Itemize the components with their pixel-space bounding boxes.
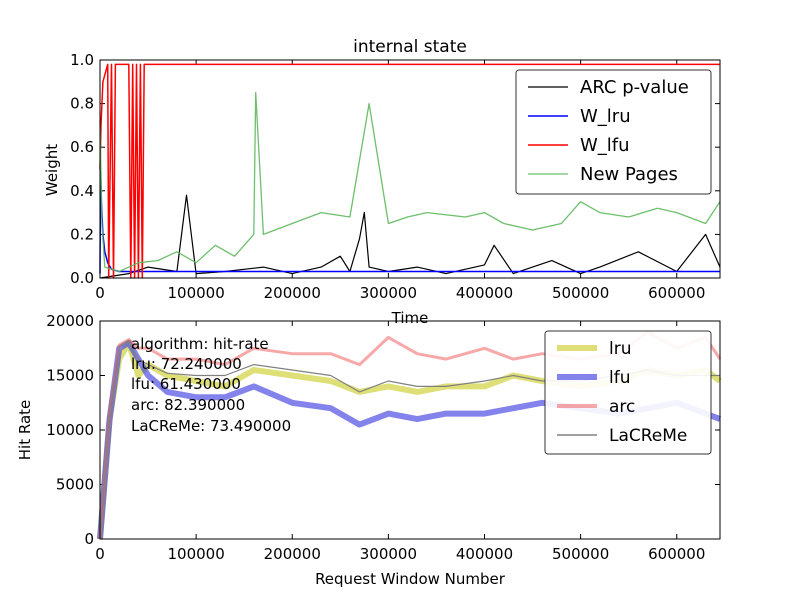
y-tick-label: 0.4 [70,182,94,200]
y-tick-label: 20000 [46,312,94,330]
y-axis-label: Hit Rate [16,400,34,461]
y-axis-label: Weight [43,144,61,196]
x-axis-label: Time [391,309,429,327]
annotation-header: algorithm: hit-rate [131,335,269,353]
x-tick-label: 600000 [648,284,705,302]
legend-label: New Pages [580,164,678,185]
legend: ARC p-value W_lru W_lfu New Pages [515,69,712,195]
x-axis-label: Request Window Number [315,570,506,588]
legend-label: lru [609,339,632,359]
legend-label: lfu [609,368,630,388]
x-tick-label: 200000 [264,545,321,563]
y-tick-label: 0.0 [70,269,94,287]
series-line-new-pages [99,92,721,273]
y-tick-label: 15000 [46,367,94,385]
x-tick-label: 300000 [360,545,417,563]
y-tick-label: 10000 [46,421,94,439]
y-tick-label: 0.2 [70,225,94,243]
axis-ticks: 0 100000 200000 300000 400000 500000 600000 0 50… [46,312,720,563]
internal-state-plot: internal state Time Weight 0 100000 200000… [43,37,721,327]
legend-label: ARC p-value [580,77,689,98]
series-lines [99,63,721,279]
x-tick-label: 400000 [456,284,513,302]
y-tick-label: 5000 [56,476,94,494]
chart-title: internal state [353,37,467,57]
legend: lru lfu arc LaCReMe [544,330,712,455]
legend-label: arc [609,397,635,417]
series-line-arc-p-value [99,194,721,279]
y-tick-label: 0.8 [70,95,94,113]
legend-box [544,330,712,455]
plot-frame [99,320,721,540]
annotation-line: arc: 82.390000 [131,396,245,414]
axis-ticks: 0 100000 200000 300000 400000 500000 600000 0.0… [70,51,720,302]
series-line-w-lfu [99,63,720,279]
x-tick-label: 500000 [552,284,609,302]
hit-rate-annotation: algorithm: hit-rate lru: 72.240000 lfu: … [131,335,291,435]
plot-frame [99,59,721,279]
x-tick-label: 200000 [264,284,321,302]
y-tick-label: 0 [84,530,94,548]
legend-label: LaCReMe [609,426,687,446]
hit-rate-plot: Request Window Number Hit Rate 0 100000 20… [16,312,722,588]
x-tick-label: 100000 [167,284,224,302]
x-tick-label: 0 [95,545,105,563]
legend-label: W_lru [580,106,631,127]
y-tick-label: 1.0 [70,51,94,69]
x-tick-label: 0 [95,284,105,302]
x-tick-label: 400000 [456,545,513,563]
legend-label: W_lfu [580,135,630,156]
x-tick-label: 600000 [648,545,705,563]
annotation-line: lru: 72.240000 [131,355,242,373]
x-tick-label: 500000 [552,545,609,563]
x-tick-label: 300000 [360,284,417,302]
legend-box [515,69,712,195]
y-tick-label: 0.6 [70,138,94,156]
x-tick-label: 100000 [167,545,224,563]
annotation-line: LaCReMe: 73.490000 [131,417,291,435]
annotation-line: lfu: 61.430000 [131,375,241,393]
